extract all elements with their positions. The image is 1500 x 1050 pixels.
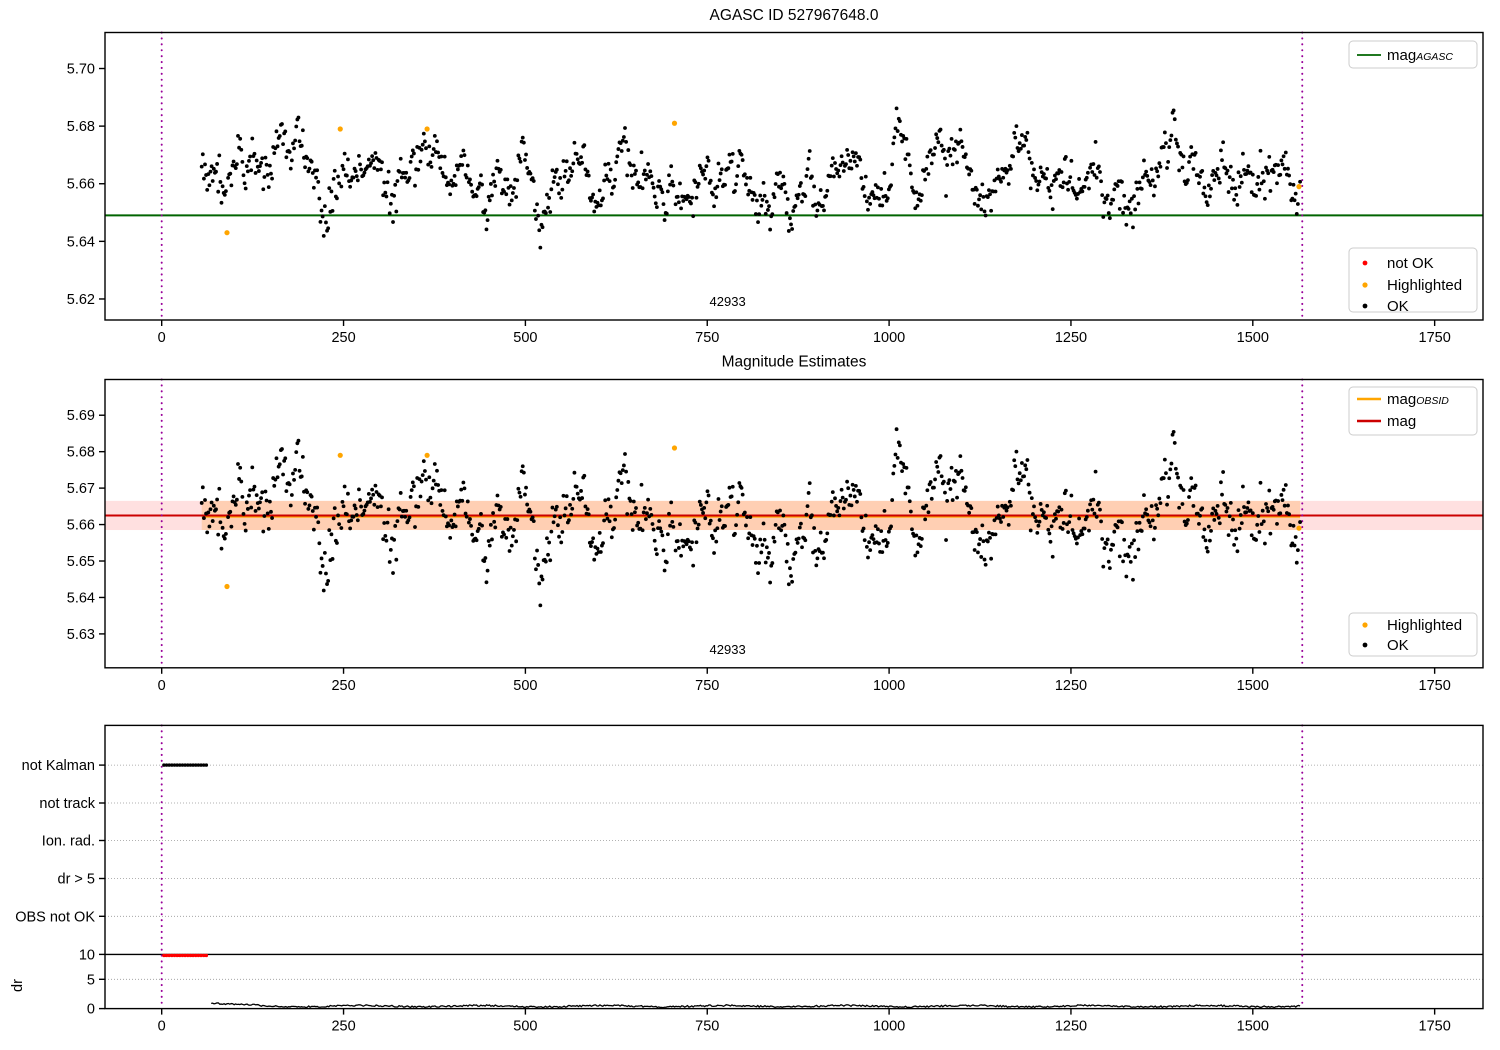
svg-text:OK: OK	[1387, 637, 1409, 654]
svg-text:1750: 1750	[1419, 330, 1451, 346]
svg-text:dr > 5: dr > 5	[58, 872, 95, 888]
svg-text:5.62: 5.62	[67, 292, 95, 308]
svg-text:not Kalman: not Kalman	[22, 758, 95, 774]
svg-text:5.67: 5.67	[67, 481, 95, 497]
svg-text:5.68: 5.68	[67, 119, 95, 135]
svg-text:5.63: 5.63	[67, 627, 95, 643]
svg-text:250: 250	[331, 330, 355, 346]
svg-text:5.64: 5.64	[67, 234, 95, 250]
svg-text:5.64: 5.64	[67, 590, 95, 606]
svg-text:10: 10	[79, 947, 95, 963]
svg-text:1750: 1750	[1419, 1019, 1451, 1035]
svg-text:AGASC ID 527967648.0: AGASC ID 527967648.0	[710, 7, 879, 24]
svg-text:1250: 1250	[1055, 678, 1087, 694]
svg-text:1500: 1500	[1237, 330, 1269, 346]
svg-text:not OK: not OK	[1387, 255, 1434, 272]
svg-text:250: 250	[331, 1019, 355, 1035]
svg-text:1500: 1500	[1237, 1019, 1269, 1035]
svg-text:OBS not OK: OBS not OK	[15, 909, 95, 925]
svg-text:Magnitude Estimates: Magnitude Estimates	[722, 354, 867, 371]
svg-text:5: 5	[87, 972, 95, 988]
svg-text:500: 500	[513, 330, 537, 346]
svg-text:5.65: 5.65	[67, 554, 95, 570]
svg-text:0: 0	[87, 1002, 95, 1018]
svg-text:750: 750	[695, 678, 719, 694]
svg-text:0: 0	[158, 678, 166, 694]
svg-text:dr: dr	[10, 979, 26, 992]
svg-text:Ion. rad.: Ion. rad.	[42, 834, 95, 850]
svg-text:42933: 42933	[710, 642, 746, 657]
svg-text:5.70: 5.70	[67, 62, 95, 78]
svg-text:Highlighted: Highlighted	[1387, 277, 1462, 294]
svg-text:750: 750	[695, 330, 719, 346]
svg-text:Highlighted: Highlighted	[1387, 617, 1462, 634]
svg-text:1000: 1000	[873, 678, 905, 694]
svg-text:0: 0	[158, 1019, 166, 1035]
svg-text:42933: 42933	[710, 294, 746, 309]
svg-text:1250: 1250	[1055, 330, 1087, 346]
svg-text:0: 0	[158, 330, 166, 346]
svg-text:1750: 1750	[1419, 678, 1451, 694]
svg-text:250: 250	[331, 678, 355, 694]
svg-text:1500: 1500	[1237, 678, 1269, 694]
svg-text:750: 750	[695, 1019, 719, 1035]
svg-text:1000: 1000	[873, 330, 905, 346]
svg-text:5.66: 5.66	[67, 177, 95, 193]
svg-text:5.66: 5.66	[67, 518, 95, 534]
svg-text:5.68: 5.68	[67, 445, 95, 461]
svg-text:500: 500	[513, 1019, 537, 1035]
svg-text:1250: 1250	[1055, 1019, 1087, 1035]
svg-text:500: 500	[513, 678, 537, 694]
svg-text:not track: not track	[39, 796, 95, 812]
svg-text:5.69: 5.69	[67, 408, 95, 424]
svg-text:OK: OK	[1387, 298, 1409, 315]
svg-text:mag: mag	[1387, 413, 1416, 430]
svg-text:1000: 1000	[873, 1019, 905, 1035]
